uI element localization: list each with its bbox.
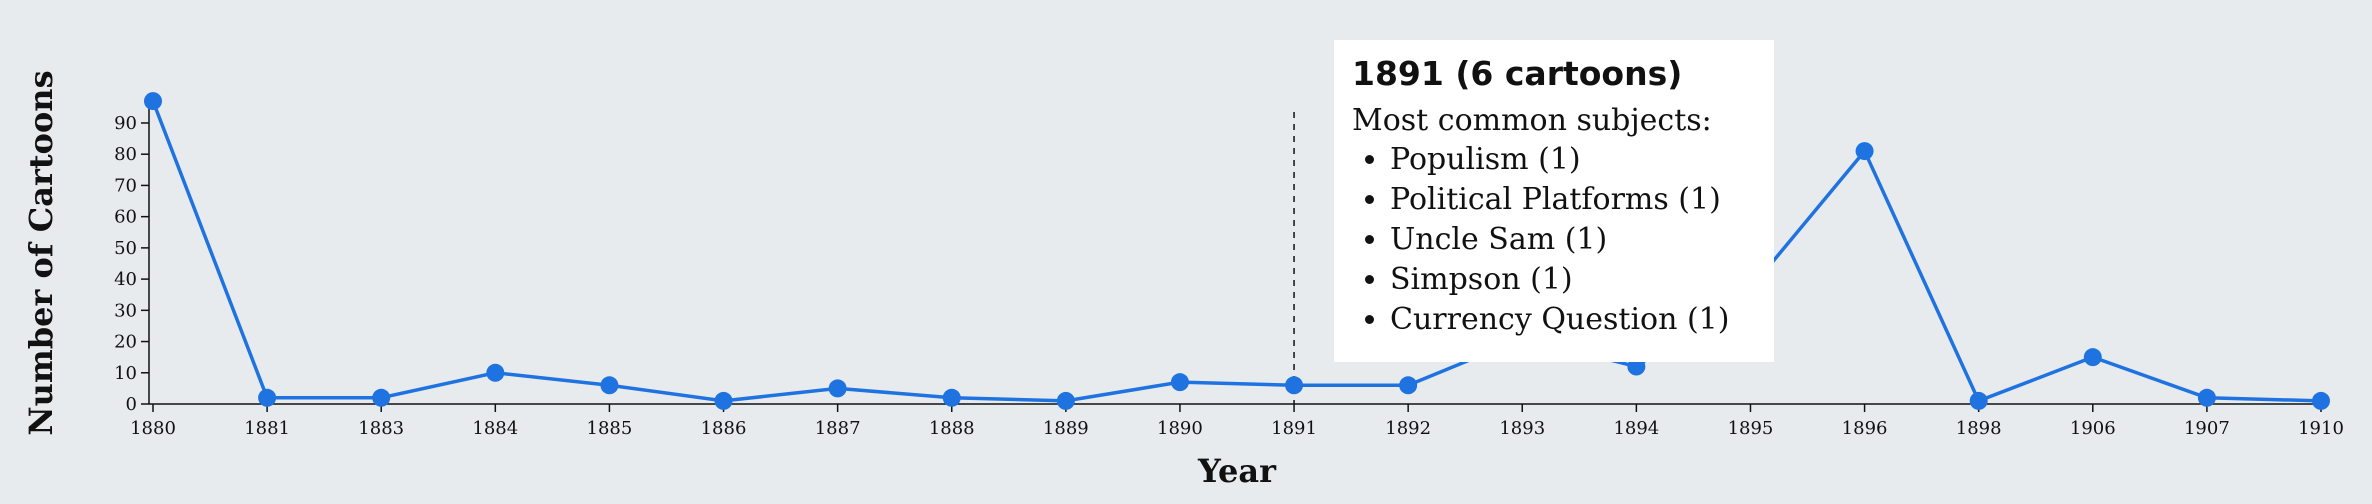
data-point[interactable] bbox=[1399, 376, 1418, 395]
data-point[interactable] bbox=[714, 391, 733, 410]
data-point[interactable] bbox=[1627, 357, 1646, 376]
y-axis: 0 10 20 30 40 50 60 70 80 90 bbox=[114, 104, 150, 415]
x-tick-label: 1896 bbox=[1842, 418, 1888, 439]
data-point[interactable] bbox=[258, 388, 277, 407]
x-tick-label: 1885 bbox=[587, 418, 633, 439]
y-tick-label: 70 bbox=[114, 175, 137, 196]
x-tick-label: 1883 bbox=[358, 418, 404, 439]
series-line bbox=[151, 100, 2322, 404]
data-points bbox=[144, 92, 2330, 410]
hover-tooltip: 1891 (6 cartoons) Most common subjects: … bbox=[1334, 40, 1774, 362]
data-point[interactable] bbox=[828, 379, 847, 398]
x-tick-label: 1890 bbox=[1157, 418, 1203, 439]
x-tick-label: 1906 bbox=[2070, 418, 2116, 439]
x-tick-label: 1893 bbox=[1499, 418, 1545, 439]
data-point[interactable] bbox=[2197, 388, 2216, 407]
y-tick-label: 50 bbox=[114, 238, 137, 259]
x-tick-label: 1888 bbox=[929, 418, 975, 439]
x-tick-label: 1889 bbox=[1043, 418, 1089, 439]
data-point[interactable] bbox=[942, 388, 961, 407]
data-point[interactable] bbox=[1285, 376, 1304, 395]
x-tick-label: 1907 bbox=[2184, 418, 2230, 439]
y-tick-label: 90 bbox=[114, 113, 137, 134]
data-point[interactable] bbox=[1170, 373, 1189, 392]
data-point[interactable] bbox=[372, 388, 391, 407]
data-point[interactable] bbox=[600, 376, 619, 395]
y-tick-label: 40 bbox=[114, 269, 137, 290]
x-tick-label: 1887 bbox=[815, 418, 861, 439]
tooltip-subject-item: Populism (1) bbox=[1390, 140, 1756, 180]
x-tick-label: 1881 bbox=[244, 418, 290, 439]
data-point[interactable] bbox=[2312, 391, 2330, 410]
tooltip-subject-list: Populism (1) Political Platforms (1) Unc… bbox=[1352, 140, 1756, 340]
tooltip-subject-item: Political Platforms (1) bbox=[1390, 180, 1756, 220]
x-axis: 1880 1881 1883 1884 1885 1886 1887 1888 1889 1890… bbox=[130, 403, 2344, 439]
x-axis-ticks: 1880 1881 1883 1884 1885 1886 1887 1888 1889 1890… bbox=[130, 404, 2344, 439]
x-tick-label: 1884 bbox=[472, 418, 518, 439]
x-tick-label: 1886 bbox=[701, 418, 747, 439]
tooltip-subtitle: Most common subjects: bbox=[1352, 103, 1712, 138]
data-point[interactable] bbox=[1969, 391, 1988, 410]
x-tick-label: 1892 bbox=[1385, 418, 1431, 439]
data-point[interactable] bbox=[486, 363, 505, 382]
tooltip-subject-item: Simpson (1) bbox=[1390, 260, 1756, 300]
y-axis-ticks: 0 10 20 30 40 50 60 70 80 90 bbox=[114, 113, 149, 415]
y-tick-label: 0 bbox=[126, 394, 137, 415]
y-tick-label: 30 bbox=[114, 300, 137, 321]
x-tick-label: 1895 bbox=[1728, 418, 1774, 439]
tooltip-subject-item: Uncle Sam (1) bbox=[1390, 220, 1756, 260]
tooltip-subject-item: Currency Question (1) bbox=[1390, 300, 1756, 340]
y-axis-title: Number of Cartoons bbox=[22, 70, 60, 435]
x-tick-label: 1891 bbox=[1271, 418, 1317, 439]
tooltip-title: 1891 (6 cartoons) bbox=[1352, 54, 1683, 93]
x-axis-title: Year bbox=[1197, 452, 1277, 490]
data-point[interactable] bbox=[1056, 391, 1075, 410]
y-tick-label: 60 bbox=[114, 207, 137, 228]
data-point[interactable] bbox=[144, 92, 162, 111]
y-tick-label: 10 bbox=[114, 363, 137, 384]
y-tick-label: 20 bbox=[114, 332, 137, 353]
data-point[interactable] bbox=[2083, 348, 2102, 367]
data-point[interactable] bbox=[1855, 142, 1874, 161]
x-tick-label: 1898 bbox=[1956, 418, 2002, 439]
x-tick-label: 1910 bbox=[2298, 418, 2344, 439]
x-tick-label: 1894 bbox=[1613, 418, 1659, 439]
x-tick-label: 1880 bbox=[130, 418, 176, 439]
y-tick-label: 80 bbox=[114, 144, 137, 165]
